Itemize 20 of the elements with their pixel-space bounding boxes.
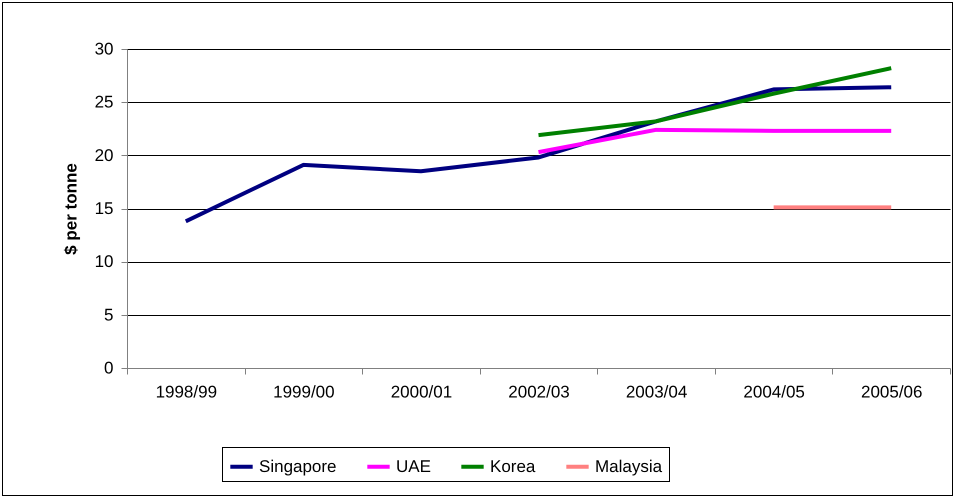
y-tick-label: 20 <box>94 146 114 165</box>
y-tick-label: 25 <box>94 92 114 112</box>
legend-label: Malaysia <box>595 456 663 476</box>
x-tick-label: 2000/01 <box>390 382 452 402</box>
x-tick-label: 2003/04 <box>626 382 688 402</box>
y-tick-label: 15 <box>94 199 114 218</box>
x-tick-label: 2004/05 <box>743 382 805 402</box>
y-tick-label: 0 <box>104 358 114 378</box>
x-tick-label: 1998/99 <box>156 382 218 402</box>
legend-label: Singapore <box>259 456 337 476</box>
y-axis-title: $ per tonne <box>62 163 81 255</box>
x-tick-label: 1999/00 <box>273 382 335 402</box>
legend-label: UAE <box>396 456 431 476</box>
y-tick-label: 30 <box>94 40 114 58</box>
x-tick-label: 2002/03 <box>508 382 570 402</box>
y-tick-label: 5 <box>104 305 114 324</box>
x-tick-label: 2005/06 <box>860 382 922 402</box>
legend-label: Korea <box>490 456 536 476</box>
line-series <box>536 66 894 138</box>
y-tick-label: 10 <box>94 252 114 272</box>
